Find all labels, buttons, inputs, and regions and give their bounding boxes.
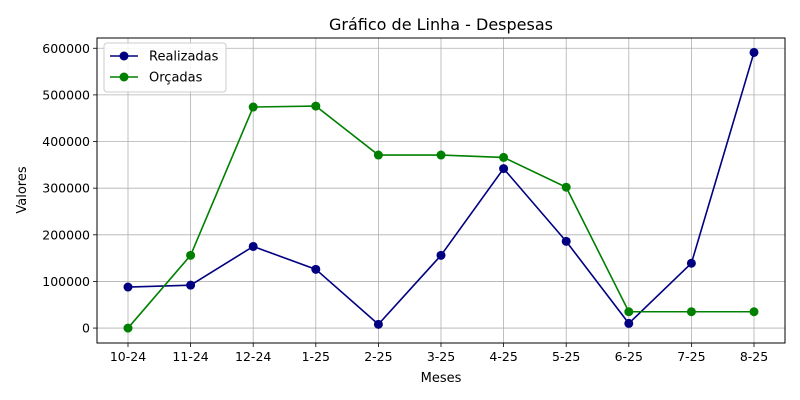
x-tick-label: 12-24 <box>235 349 271 364</box>
x-tick-label: 3-25 <box>427 349 455 364</box>
series-layer <box>123 47 759 333</box>
legend-label: Realizadas <box>149 50 219 65</box>
y-axis-label: Valores <box>15 166 30 213</box>
x-tick-label: 10-24 <box>110 349 146 364</box>
legend-marker <box>119 72 129 82</box>
data-point <box>123 323 133 333</box>
x-tick-label: 4-25 <box>489 349 517 364</box>
data-point <box>186 250 196 260</box>
data-point <box>248 102 258 112</box>
legend-item: Orçadas <box>110 71 203 86</box>
data-point <box>248 241 258 251</box>
x-tick-label: 8-25 <box>740 349 768 364</box>
y-tick-label: 500000 <box>42 87 90 102</box>
x-tick-label: 6-25 <box>615 349 643 364</box>
data-point <box>499 164 509 174</box>
data-point <box>436 150 446 160</box>
x-tick-label: 11-24 <box>172 349 208 364</box>
y-axis-ticks: 0 100000 200000 300000 400000 500000 600000 <box>42 41 97 336</box>
data-point <box>436 250 446 260</box>
legend-label: Orçadas <box>149 71 203 86</box>
data-point <box>373 150 383 160</box>
data-point <box>686 307 696 317</box>
x-axis-ticks: 10-24 11-24 12-24 1-25 2-25 3-25 4-25 5-25 6-25 7… <box>110 343 768 364</box>
y-tick-label: 600000 <box>42 41 90 56</box>
data-point <box>749 307 759 317</box>
x-tick-label: 2-25 <box>364 349 392 364</box>
data-point <box>311 101 321 111</box>
data-point <box>123 282 133 292</box>
plot-frame <box>96 37 786 344</box>
data-point <box>624 307 634 317</box>
data-point <box>749 47 759 57</box>
data-point <box>186 280 196 290</box>
legend-marker <box>119 51 129 61</box>
chart-title: Gráfico de Linha - Despesas <box>329 15 553 34</box>
grid <box>97 38 785 343</box>
data-point <box>561 236 571 246</box>
y-tick-label: 300000 <box>42 181 90 196</box>
x-axis-label: Meses <box>421 371 462 386</box>
legend: Realizadas Orçadas <box>103 42 227 93</box>
y-tick-label: 100000 <box>42 274 90 289</box>
x-tick-label: 5-25 <box>552 349 580 364</box>
data-point <box>499 152 509 162</box>
y-tick-label: 0 <box>82 321 90 336</box>
series-1 <box>123 47 759 329</box>
data-point <box>624 318 634 328</box>
y-tick-label: 400000 <box>42 134 90 149</box>
series-2 <box>123 101 759 333</box>
legend-item: Realizadas <box>110 50 219 65</box>
data-point <box>686 258 696 268</box>
x-tick-label: 7-25 <box>677 349 705 364</box>
x-tick-label: 1-25 <box>302 349 330 364</box>
data-point <box>373 319 383 329</box>
data-point <box>561 182 571 192</box>
y-tick-label: 200000 <box>42 227 90 242</box>
data-point <box>311 264 321 274</box>
